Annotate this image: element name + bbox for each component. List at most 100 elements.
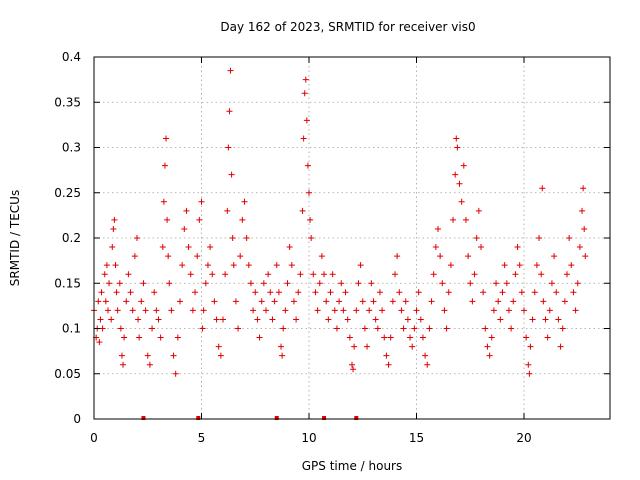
data-point bbox=[338, 280, 345, 287]
data-point bbox=[411, 325, 418, 332]
data-point bbox=[99, 325, 106, 332]
gap-marker bbox=[196, 416, 201, 420]
data-point bbox=[288, 262, 295, 269]
data-point bbox=[321, 271, 328, 278]
data-point bbox=[458, 198, 465, 205]
data-point bbox=[394, 253, 401, 260]
data-point bbox=[269, 316, 276, 323]
data-point bbox=[580, 185, 587, 192]
data-point bbox=[419, 334, 426, 341]
data-point bbox=[430, 271, 437, 278]
data-point bbox=[103, 262, 110, 269]
data-point bbox=[333, 325, 340, 332]
data-point bbox=[392, 271, 398, 278]
data-point bbox=[351, 343, 358, 350]
data-point bbox=[572, 307, 579, 314]
data-point bbox=[297, 271, 304, 278]
data-point bbox=[488, 334, 495, 341]
data-point bbox=[443, 325, 450, 332]
data-point bbox=[542, 316, 549, 323]
data-point bbox=[370, 298, 377, 305]
data-point bbox=[202, 280, 209, 287]
data-point bbox=[366, 307, 373, 314]
data-point bbox=[96, 339, 103, 346]
data-point bbox=[179, 262, 186, 269]
data-point bbox=[109, 244, 116, 251]
data-point bbox=[95, 298, 102, 305]
y-tick-label: 0.15 bbox=[54, 276, 81, 290]
data-point bbox=[482, 325, 489, 332]
data-point bbox=[501, 262, 508, 269]
data-point bbox=[539, 185, 546, 192]
data-point bbox=[111, 216, 118, 223]
data-point bbox=[245, 262, 252, 269]
data-point bbox=[559, 325, 566, 332]
data-point bbox=[123, 298, 130, 305]
data-point bbox=[514, 244, 521, 251]
data-point bbox=[518, 289, 525, 296]
data-point bbox=[106, 280, 113, 287]
data-point bbox=[404, 316, 411, 323]
data-point bbox=[497, 316, 504, 323]
data-point bbox=[170, 352, 177, 359]
data-point bbox=[280, 325, 287, 332]
data-point bbox=[183, 207, 190, 214]
data-point bbox=[282, 307, 289, 314]
data-point bbox=[166, 280, 173, 287]
data-point bbox=[224, 207, 231, 214]
data-point bbox=[303, 117, 310, 124]
data-point bbox=[364, 343, 371, 350]
data-point bbox=[372, 316, 379, 323]
data-point bbox=[142, 307, 149, 314]
data-point bbox=[312, 289, 319, 296]
data-point bbox=[437, 253, 444, 260]
data-point bbox=[254, 316, 261, 323]
data-point bbox=[153, 307, 160, 314]
data-point bbox=[471, 271, 478, 278]
data-point bbox=[252, 289, 259, 296]
data-point bbox=[120, 361, 127, 368]
data-point bbox=[439, 280, 446, 287]
data-point bbox=[499, 289, 506, 296]
data-point bbox=[116, 280, 123, 287]
data-point bbox=[546, 307, 553, 314]
data-point bbox=[293, 316, 300, 323]
data-point bbox=[441, 307, 448, 314]
data-point bbox=[329, 271, 336, 278]
data-point bbox=[527, 343, 534, 350]
gap-marker bbox=[354, 416, 359, 420]
data-point bbox=[383, 352, 390, 359]
data-point bbox=[301, 90, 308, 97]
y-tick-label: 0.3 bbox=[62, 141, 81, 155]
data-point bbox=[398, 307, 405, 314]
data-point bbox=[108, 316, 115, 323]
data-point bbox=[161, 162, 168, 169]
data-point bbox=[456, 180, 463, 187]
gap-marker bbox=[322, 416, 327, 420]
data-point bbox=[308, 235, 315, 241]
data-point bbox=[357, 262, 364, 269]
y-tick-label: 0.25 bbox=[54, 186, 81, 200]
x-tick-label: 0 bbox=[90, 431, 98, 445]
data-point bbox=[327, 289, 334, 296]
data-point bbox=[265, 271, 272, 278]
data-point bbox=[521, 307, 527, 314]
data-point bbox=[557, 343, 564, 350]
data-point bbox=[422, 352, 429, 359]
data-point bbox=[533, 262, 540, 269]
data-point bbox=[564, 271, 570, 278]
data-point bbox=[454, 144, 461, 151]
data-point bbox=[467, 280, 474, 287]
data-point bbox=[553, 289, 560, 296]
data-point bbox=[503, 280, 510, 287]
data-point bbox=[529, 316, 536, 323]
data-point bbox=[267, 289, 274, 296]
data-point bbox=[353, 307, 360, 314]
data-point bbox=[531, 289, 538, 296]
x-tick-label: 5 bbox=[198, 431, 206, 445]
data-point bbox=[581, 225, 588, 232]
data-point bbox=[469, 298, 476, 305]
y-tick-label: 0 bbox=[73, 412, 81, 426]
data-point bbox=[118, 352, 125, 359]
